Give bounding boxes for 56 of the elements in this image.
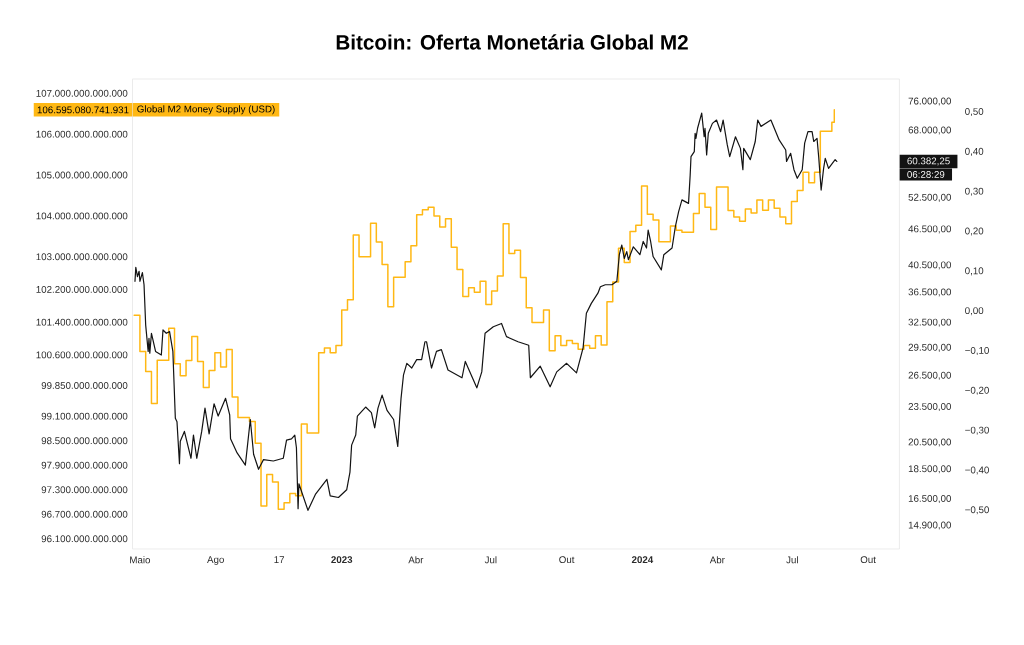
y-tick-label: 97.900.000.000.000: [41, 461, 128, 469]
y3-tick-label: 0,10: [965, 267, 984, 276]
y2-tick-label: 52.500,00: [908, 193, 952, 202]
y3-tick-label: 0,00: [965, 307, 984, 316]
y2-tick-label: 46.500,00: [908, 225, 952, 234]
y2-tick-label: 29.500,00: [908, 343, 952, 352]
y-tick-label: 102.200.000.000.000: [36, 286, 128, 293]
y2-tick-label: 60.382,25: [907, 157, 950, 166]
y-tick-label: 103.000.000.000.000: [36, 253, 128, 261]
x-tick-label: Maio: [130, 556, 151, 564]
y2-tick-label: 20.500,00: [908, 438, 952, 447]
x-tick-label: Jul: [786, 556, 798, 564]
y-tick-label: 96.700.000.000.000: [41, 510, 128, 518]
y2-tick-label: 40.500,00: [908, 261, 952, 270]
x-tick-label: Ago: [207, 556, 224, 565]
x-tick-label: Out: [559, 556, 575, 564]
x-tick-label: Abr: [709, 556, 725, 564]
y-tick-label: 107.000.000.000.000: [36, 89, 128, 97]
y2-tick-label: 68.000,00: [908, 126, 952, 135]
text: Global M2 Money Supply (USD): [137, 105, 275, 115]
y3-tick-label: −0,40: [965, 466, 989, 475]
y-tick-label: 99.100.000.000.000: [41, 412, 128, 420]
y-tick-label: 96.100.000.000.000: [41, 535, 128, 543]
chart-title: Bitcoin: Oferta Monetária Global M2: [336, 34, 688, 50]
y-tick-label: 105.000.000.000.000: [36, 171, 128, 179]
x-tick-label: 2023: [331, 556, 353, 564]
y3-tick-label: −0,10: [965, 347, 989, 356]
text: 06:28:29: [907, 171, 945, 178]
x-tick-label: 2024: [631, 556, 654, 564]
y3-tick-label: 0,30: [965, 187, 984, 196]
x-tick-label: 17: [274, 556, 285, 563]
x-tick-label: Out: [860, 556, 876, 564]
y-tick-label: 100.600.000.000.000: [36, 351, 128, 359]
y2-tick-label: 23.500,00: [908, 403, 952, 412]
y-tick-label: 99.850.000.000.000: [41, 382, 128, 389]
y3-tick-label: −0,50: [965, 506, 989, 515]
y3-tick-label: 0,40: [965, 147, 984, 156]
y3-tick-label: 0,20: [965, 227, 984, 236]
y2-tick-label: 76.000,00: [908, 97, 952, 106]
y3-tick-label: −0,30: [965, 426, 989, 435]
y2-tick-label: 14.900,00: [908, 521, 952, 530]
y2-tick-label: 26.500,00: [908, 371, 952, 380]
y-tick-label: 104.000.000.000.000: [36, 212, 128, 220]
y-tick-label: 106.595.080.741.931: [37, 106, 129, 114]
y3-tick-label: 0,50: [965, 108, 984, 117]
y-tick-label: 98.500.000.000.000: [41, 437, 128, 445]
y2-tick-label: 18.500,00: [908, 465, 952, 474]
y2-tick-label: 36.500,00: [908, 288, 952, 297]
y-tick-label: 97.300.000.000.000: [41, 486, 128, 494]
y3-tick-label: −0,20: [965, 386, 989, 395]
y-tick-label: 106.000.000.000.000: [36, 130, 128, 138]
x-tick-label: Jul: [484, 556, 497, 564]
y-tick-label: 101.400.000.000.000: [36, 318, 128, 326]
y2-tick-label: 16.500,00: [908, 495, 952, 504]
x-tick-label: Abr: [408, 556, 424, 564]
y2-tick-label: 32.500,00: [908, 318, 952, 327]
